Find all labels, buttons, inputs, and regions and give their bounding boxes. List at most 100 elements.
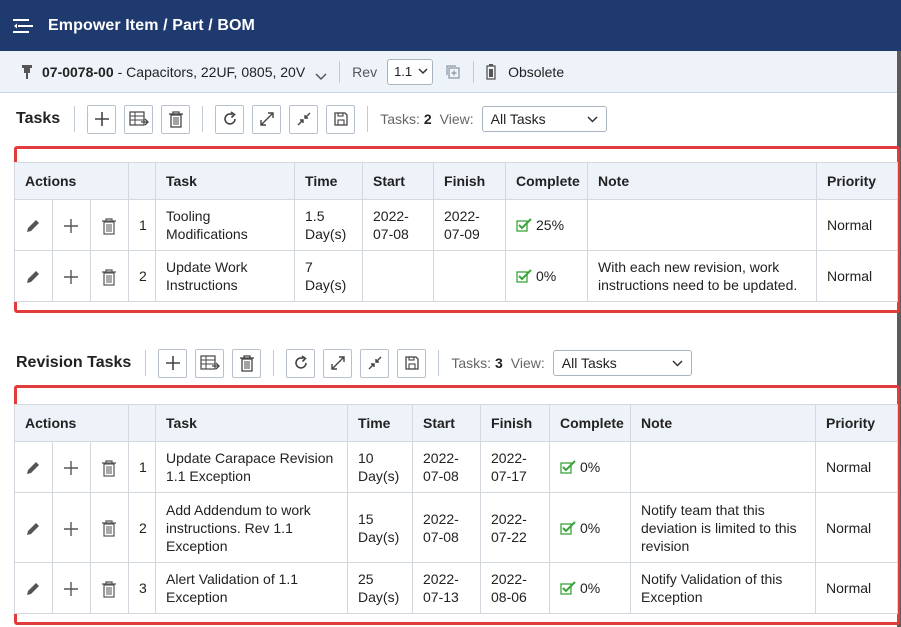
plus-icon[interactable] — [63, 460, 79, 476]
delete-cell[interactable] — [89, 250, 130, 302]
pin-icon[interactable] — [20, 64, 34, 80]
column-header-task[interactable]: Task — [155, 404, 349, 442]
column-header-note[interactable]: Note — [630, 404, 817, 442]
column-header-complete[interactable]: Complete — [549, 404, 632, 442]
column-header-note[interactable]: Note — [587, 162, 818, 200]
trash-icon[interactable] — [101, 217, 117, 235]
save-button[interactable] — [397, 348, 427, 378]
add-cell[interactable] — [52, 441, 91, 493]
tasks-table: Actions Task Time Start Finish Complete … — [13, 162, 899, 302]
complete-percent: 0% — [580, 519, 601, 536]
pencil-icon[interactable] — [25, 218, 41, 234]
collapse-button[interactable] — [360, 348, 390, 378]
add-cell[interactable] — [52, 562, 91, 614]
add-task-button[interactable] — [87, 104, 117, 134]
column-header-start[interactable]: Start — [362, 162, 435, 200]
delete-cell[interactable] — [89, 199, 130, 251]
task-complete: 0% — [549, 441, 632, 493]
save-button[interactable] — [326, 104, 356, 134]
task-note — [630, 441, 817, 493]
expand-button[interactable] — [252, 104, 282, 134]
view-label: View: — [439, 111, 474, 127]
task-finish: 2022-07-09 — [433, 199, 507, 251]
delete-cell[interactable] — [89, 562, 130, 614]
import-tasks-button[interactable] — [124, 104, 154, 134]
task-name[interactable]: Update Work Instructions — [155, 250, 296, 302]
column-header-priority[interactable]: Priority — [815, 404, 899, 442]
task-finish: 2022-08-06 — [480, 562, 551, 614]
view-value: All Tasks — [490, 111, 546, 127]
plus-icon — [94, 112, 109, 126]
trash-icon[interactable] — [101, 268, 117, 286]
trash-icon[interactable] — [101, 459, 117, 477]
plus-icon[interactable] — [63, 269, 79, 285]
delete-tasks-button[interactable] — [161, 104, 191, 134]
plus-icon[interactable] — [63, 218, 79, 234]
delete-cell[interactable] — [89, 441, 130, 493]
status-text: Obsolete — [508, 63, 565, 80]
edit-cell[interactable] — [14, 199, 53, 251]
plus-icon[interactable] — [63, 581, 79, 597]
add-cell[interactable] — [52, 199, 91, 251]
plus-icon[interactable] — [63, 521, 79, 537]
task-count-label: Tasks: — [451, 355, 491, 371]
chevron-down-icon — [587, 115, 598, 123]
refresh-button[interactable] — [286, 348, 316, 378]
task-start: 2022-07-13 — [412, 562, 482, 614]
checkbox-checked-icon — [560, 460, 576, 474]
column-header-time[interactable]: Time — [294, 162, 364, 200]
pencil-icon[interactable] — [25, 581, 41, 597]
edit-cell[interactable] — [14, 492, 53, 563]
task-complete: 0% — [549, 562, 632, 614]
column-header-complete[interactable]: Complete — [505, 162, 589, 200]
edit-cell[interactable] — [14, 441, 53, 493]
pencil-icon[interactable] — [25, 460, 41, 476]
refresh-button[interactable] — [215, 104, 245, 134]
task-priority: Normal — [816, 250, 899, 302]
refresh-icon — [295, 355, 307, 369]
expand-icon — [259, 112, 274, 126]
checkbox-checked-icon — [516, 218, 532, 232]
view-select[interactable]: All Tasks — [481, 106, 607, 132]
column-header-task[interactable]: Task — [155, 162, 296, 200]
column-header-finish[interactable]: Finish — [480, 404, 551, 442]
copy-revision-icon[interactable] — [445, 64, 461, 80]
part-description: - Capacitors, 22UF, 0805, 20V — [117, 63, 306, 80]
trash-icon[interactable] — [101, 519, 117, 537]
add-cell[interactable] — [52, 492, 91, 563]
chevron-down-icon[interactable] — [315, 68, 327, 80]
edit-cell[interactable] — [14, 250, 53, 302]
expand-button[interactable] — [323, 348, 353, 378]
column-header-start[interactable]: Start — [412, 404, 482, 442]
task-name[interactable]: Tooling Modifications — [155, 199, 296, 251]
row-number: 1 — [128, 199, 157, 251]
row-number: 2 — [128, 492, 157, 563]
delete-tasks-button[interactable] — [232, 348, 262, 378]
pencil-icon[interactable] — [25, 269, 41, 285]
column-header-priority[interactable]: Priority — [816, 162, 899, 200]
edit-cell[interactable] — [14, 562, 53, 614]
section-title-tasks: Tasks — [16, 110, 61, 127]
task-start: 2022-07-08 — [412, 441, 482, 493]
pencil-icon[interactable] — [25, 521, 41, 537]
hamburger-icon[interactable] — [13, 18, 33, 34]
app-title: Empower Item / Part / BOM — [48, 16, 255, 34]
delete-cell[interactable] — [89, 492, 130, 563]
task-time: 15 Day(s) — [347, 492, 414, 563]
task-note — [587, 199, 818, 251]
view-select[interactable]: All Tasks — [552, 350, 692, 376]
import-tasks-button[interactable] — [195, 348, 225, 378]
column-header-time[interactable]: Time — [347, 404, 414, 442]
task-name[interactable]: Add Addendum to work instructions. Rev 1… — [155, 492, 349, 563]
task-name[interactable]: Update Carapace Revision 1.1 Exception — [155, 441, 349, 493]
column-header-finish[interactable]: Finish — [433, 162, 507, 200]
task-name[interactable]: Alert Validation of 1.1 Exception — [155, 562, 349, 614]
view-label: View: — [510, 355, 545, 371]
table-row: 1 Tooling Modifications 1.5 Day(s) 2022-… — [14, 199, 899, 251]
add-task-button[interactable] — [158, 348, 188, 378]
add-cell[interactable] — [52, 250, 91, 302]
complete-percent: 0% — [580, 459, 601, 475]
collapse-button[interactable] — [289, 104, 319, 134]
trash-icon[interactable] — [101, 580, 117, 598]
rev-select[interactable]: 1.1 — [387, 58, 434, 85]
